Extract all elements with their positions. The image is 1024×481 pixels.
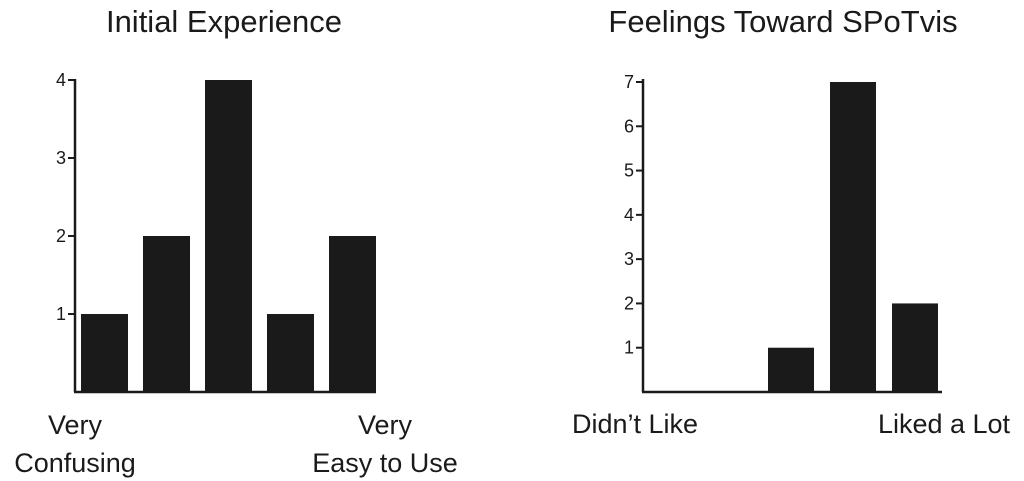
bar-5 — [329, 236, 376, 392]
y-tick-label: 1 — [624, 338, 634, 358]
bar-4 — [267, 314, 314, 392]
left-end-label-line-1: Very — [48, 410, 103, 440]
left-end-label: Didn’t Like — [572, 409, 698, 439]
chart-feelings-toward-spotvis: Feelings Toward SPoTvis 1 2 3 4 5 6 7 Didn’t L… — [572, 4, 1011, 439]
y-tick-label: 3 — [624, 249, 634, 269]
bars — [768, 82, 938, 392]
bar-2 — [143, 236, 190, 392]
right-end-label-line-2: Easy to Use — [312, 448, 458, 478]
bar-4 — [830, 82, 876, 392]
y-tick-label: 5 — [624, 161, 634, 181]
bar-3 — [205, 80, 252, 392]
y-ticks: 1 2 3 4 — [56, 70, 75, 324]
y-tick-label: 6 — [624, 116, 634, 136]
bars — [81, 80, 376, 392]
bar-5 — [892, 303, 938, 392]
y-tick-label: 4 — [624, 205, 634, 225]
left-end-label-line-2: Confusing — [14, 448, 136, 478]
y-tick-label: 3 — [56, 148, 66, 168]
chart-title: Initial Experience — [106, 4, 342, 39]
y-ticks: 1 2 3 4 5 6 7 — [624, 72, 643, 358]
bar-3 — [768, 347, 814, 392]
chart-title: Feelings Toward SPoTvis — [608, 4, 957, 39]
y-tick-label: 2 — [56, 226, 66, 246]
y-tick-label: 4 — [56, 70, 66, 90]
y-tick-label: 1 — [56, 304, 66, 324]
bar-1 — [81, 314, 128, 392]
y-tick-label: 2 — [624, 293, 634, 313]
chart-initial-experience: Initial Experience 1 2 3 4 Very Confusing V… — [14, 4, 458, 478]
y-tick-label: 7 — [624, 72, 634, 92]
right-end-label-line-1: Very — [358, 410, 413, 440]
right-end-label: Liked a Lot — [878, 409, 1011, 439]
